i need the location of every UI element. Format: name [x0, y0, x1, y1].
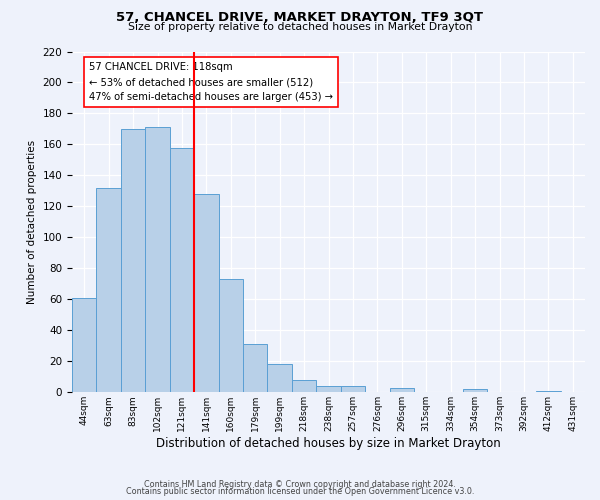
- Bar: [72, 298, 97, 392]
- X-axis label: Distribution of detached houses by size in Market Drayton: Distribution of detached houses by size …: [156, 437, 501, 450]
- Bar: [170, 148, 194, 392]
- Y-axis label: Number of detached properties: Number of detached properties: [27, 140, 37, 304]
- Text: Size of property relative to detached houses in Market Drayton: Size of property relative to detached ho…: [128, 22, 472, 32]
- Text: 57, CHANCEL DRIVE, MARKET DRAYTON, TF9 3QT: 57, CHANCEL DRIVE, MARKET DRAYTON, TF9 3…: [116, 11, 484, 24]
- Bar: [97, 188, 121, 392]
- Bar: [194, 194, 218, 392]
- Bar: [268, 364, 292, 392]
- Bar: [145, 128, 170, 392]
- Bar: [243, 344, 268, 393]
- Bar: [463, 389, 487, 392]
- Text: Contains HM Land Registry data © Crown copyright and database right 2024.: Contains HM Land Registry data © Crown c…: [144, 480, 456, 489]
- Bar: [389, 388, 414, 392]
- Text: Contains public sector information licensed under the Open Government Licence v3: Contains public sector information licen…: [126, 487, 474, 496]
- Bar: [218, 279, 243, 392]
- Bar: [341, 386, 365, 392]
- Text: 57 CHANCEL DRIVE: 118sqm
← 53% of detached houses are smaller (512)
47% of semi-: 57 CHANCEL DRIVE: 118sqm ← 53% of detach…: [89, 62, 333, 102]
- Bar: [536, 390, 560, 392]
- Bar: [316, 386, 341, 392]
- Bar: [121, 129, 145, 392]
- Bar: [292, 380, 316, 392]
